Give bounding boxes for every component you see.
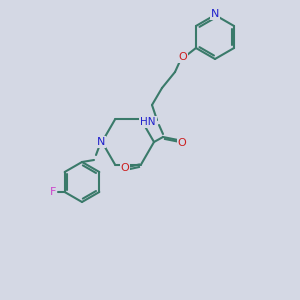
Text: HN: HN [140, 117, 156, 127]
Text: O: O [178, 138, 186, 148]
Text: O: O [178, 52, 188, 62]
Text: N: N [97, 137, 105, 147]
Text: N: N [211, 9, 219, 19]
Text: O: O [121, 163, 129, 172]
Text: F: F [50, 187, 56, 197]
